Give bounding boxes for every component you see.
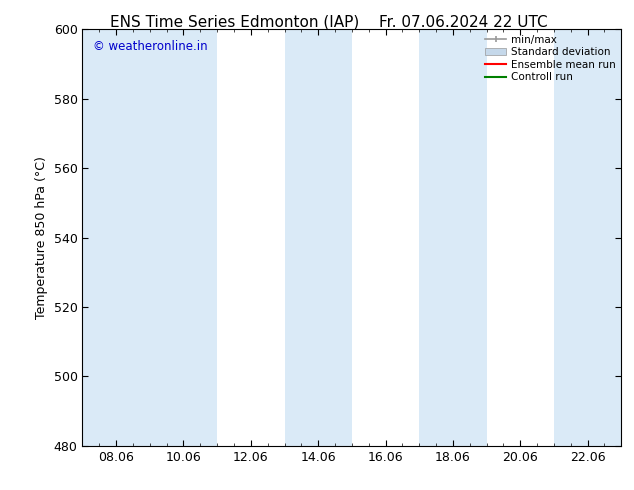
Legend: min/max, Standard deviation, Ensemble mean run, Controll run: min/max, Standard deviation, Ensemble me…	[483, 32, 618, 84]
Text: Fr. 07.06.2024 22 UTC: Fr. 07.06.2024 22 UTC	[378, 15, 547, 30]
Y-axis label: Temperature 850 hPa (°C): Temperature 850 hPa (°C)	[35, 156, 48, 319]
Bar	[82, 29, 150, 446]
Text: © weatheronline.in: © weatheronline.in	[93, 40, 208, 53]
Text: ENS Time Series Edmonton (IAP): ENS Time Series Edmonton (IAP)	[110, 15, 359, 30]
Bar	[285, 29, 352, 446]
Bar	[150, 29, 217, 446]
Bar	[419, 29, 487, 446]
Bar	[554, 29, 621, 446]
